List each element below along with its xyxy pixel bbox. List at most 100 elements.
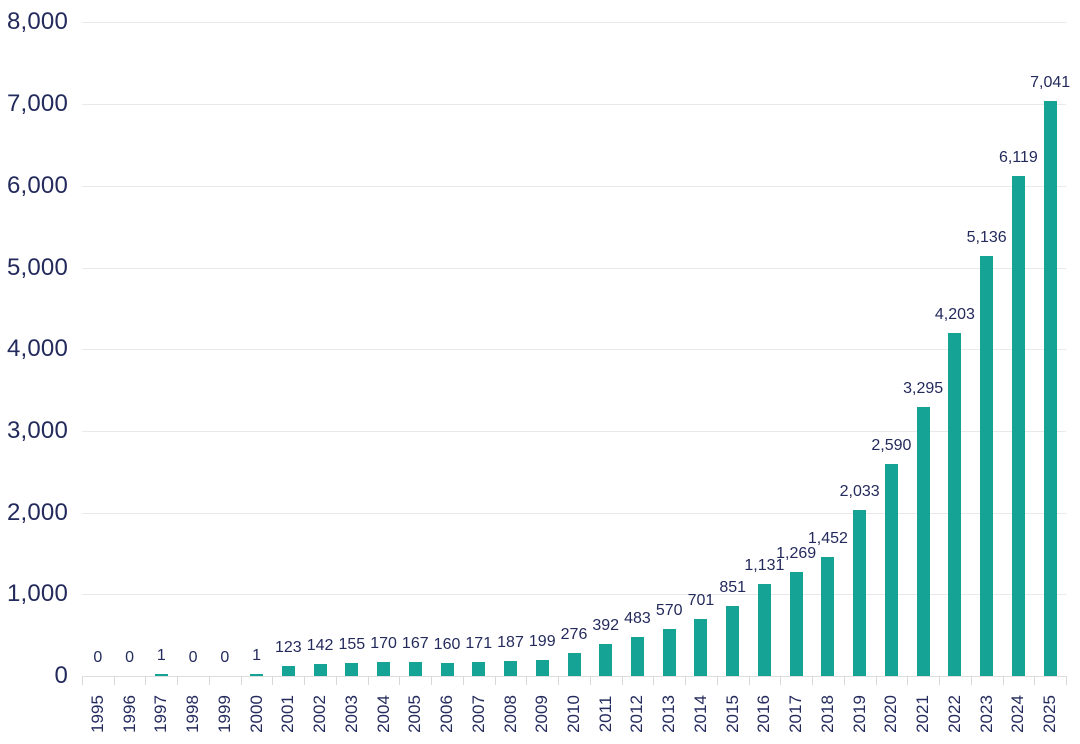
x-axis-year-label: 2008 xyxy=(500,695,520,733)
x-axis-tick xyxy=(431,676,433,685)
bar-value-label: 6,119 xyxy=(998,149,1038,166)
bar xyxy=(377,662,391,676)
bar xyxy=(313,664,327,676)
bar-value-label: 2,590 xyxy=(871,437,912,454)
x-axis-tick xyxy=(272,676,274,685)
x-axis-tick xyxy=(367,676,369,685)
y-axis-tick-label: 0 xyxy=(54,662,68,689)
bar xyxy=(630,637,644,676)
bar xyxy=(789,572,803,676)
bar-value-label: 1 xyxy=(252,647,262,664)
x-axis-tick xyxy=(145,676,147,685)
bar xyxy=(726,606,740,676)
bar xyxy=(884,464,898,676)
gridline xyxy=(82,349,1066,351)
x-axis-year-label: 2006 xyxy=(437,695,457,733)
gridline xyxy=(82,104,1066,106)
bar xyxy=(440,663,454,676)
x-axis-tick xyxy=(240,676,242,685)
y-axis-tick-label: 2,000 xyxy=(6,498,68,526)
bar-value-label: 483 xyxy=(624,610,651,627)
bar xyxy=(1043,101,1057,676)
x-axis-year-label: 2018 xyxy=(817,695,837,733)
x-axis-tick xyxy=(875,676,877,685)
bar-value-label: 5,136 xyxy=(966,229,1007,246)
y-axis-tick-label: 6,000 xyxy=(6,171,68,199)
bar-value-label: 142 xyxy=(306,637,334,654)
bar-value-label: 3,295 xyxy=(903,380,944,397)
x-axis-year-label: 2012 xyxy=(627,695,647,733)
bar xyxy=(281,666,295,676)
x-axis-tick xyxy=(970,676,972,685)
gridline xyxy=(82,430,1066,432)
gridline xyxy=(82,594,1066,596)
bar-value-label: 276 xyxy=(560,626,588,643)
x-axis-tick xyxy=(780,676,782,685)
x-axis-year-label: 1996 xyxy=(119,695,139,733)
bar xyxy=(821,557,835,676)
x-axis-tick xyxy=(304,676,306,685)
x-axis-year-label: 1997 xyxy=(151,695,171,733)
x-axis-tick xyxy=(1066,676,1067,685)
bar-value-label: 0 xyxy=(125,649,135,666)
bar-value-label: 171 xyxy=(465,635,493,652)
bar-value-label: 170 xyxy=(370,635,397,652)
bar-value-label: 851 xyxy=(719,579,747,596)
bar-value-label: 0 xyxy=(220,649,230,666)
bar xyxy=(250,674,264,676)
x-axis-year-label: 2013 xyxy=(659,695,679,733)
gridline xyxy=(82,22,1066,24)
x-axis-year-label: 2007 xyxy=(468,695,488,733)
bar-value-label: 1,452 xyxy=(807,530,848,547)
bar xyxy=(1011,176,1025,676)
x-axis-year-label: 1999 xyxy=(214,695,234,733)
x-axis-tick xyxy=(494,676,496,685)
x-axis-line xyxy=(82,676,1066,677)
x-axis-tick xyxy=(748,676,750,685)
x-axis-year-label: 2016 xyxy=(754,695,774,733)
bar-value-label: 392 xyxy=(592,617,620,634)
x-axis-year-label: 2024 xyxy=(1008,695,1028,733)
bar xyxy=(154,674,168,676)
bar xyxy=(408,662,422,676)
bar-value-label: 1,269 xyxy=(776,545,817,562)
y-axis-tick-label: 4,000 xyxy=(6,335,68,363)
bar xyxy=(916,407,930,676)
x-axis-year-label: 2011 xyxy=(595,695,615,733)
bar-value-label: 570 xyxy=(655,602,683,619)
x-axis-year-label: 2004 xyxy=(373,695,393,733)
x-axis-year-label: 1995 xyxy=(87,695,107,733)
bar-value-label: 2,033 xyxy=(839,483,880,500)
x-axis-year-label: 2017 xyxy=(786,695,806,733)
bar-value-label: 4,203 xyxy=(934,306,975,323)
bar xyxy=(472,662,486,676)
x-axis-tick xyxy=(1002,676,1004,685)
y-axis-tick-label: 5,000 xyxy=(6,253,68,281)
bar xyxy=(567,653,581,676)
bar-value-label: 0 xyxy=(188,649,198,666)
bar xyxy=(345,663,359,676)
x-axis-tick xyxy=(208,676,210,685)
gridline xyxy=(82,267,1066,269)
x-axis-year-label: 2005 xyxy=(405,695,425,733)
y-axis-tick-label: 1,000 xyxy=(6,580,68,608)
x-axis-year-label: 2015 xyxy=(722,695,742,733)
bar xyxy=(662,629,676,676)
x-axis-tick xyxy=(1034,676,1036,685)
x-axis-tick xyxy=(177,676,179,685)
x-axis-tick xyxy=(82,676,83,685)
x-axis-year-label: 2023 xyxy=(976,695,996,733)
gridline xyxy=(82,185,1066,187)
x-axis-tick xyxy=(589,676,591,685)
bar-value-label: 1 xyxy=(156,647,166,664)
x-axis-tick xyxy=(621,676,623,685)
bar xyxy=(757,584,771,676)
x-axis-tick xyxy=(843,676,845,685)
bar-value-label: 123 xyxy=(274,639,302,656)
bar-value-label: 7,041 xyxy=(1030,74,1071,91)
x-axis-year-label: 2020 xyxy=(881,695,901,733)
x-axis-tick xyxy=(716,676,718,685)
bar-value-label: 187 xyxy=(497,634,524,651)
bar-value-label: 167 xyxy=(401,635,429,652)
